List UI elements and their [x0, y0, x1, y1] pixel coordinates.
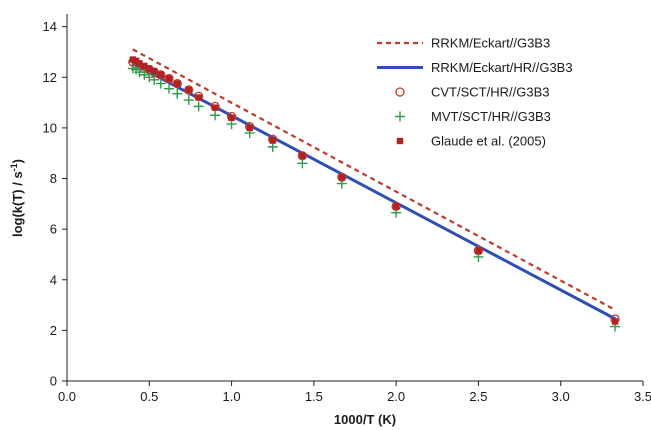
legend-label: RRKM/Eckart/HR//G3B3 [431, 60, 573, 75]
data-point [186, 87, 192, 93]
legend: RRKM/Eckart//G3B3 RRKM/Eckart/HR//G3B3 CVT… [377, 36, 573, 149]
data-point [299, 153, 305, 159]
legend-swatch [396, 88, 404, 96]
y-tick-label: 0 [50, 374, 57, 389]
series-1 [133, 63, 616, 319]
data-point [612, 318, 618, 324]
data-point [475, 247, 481, 253]
data-point [393, 203, 399, 209]
data-point [210, 110, 220, 120]
y-tick-label: 4 [50, 272, 57, 287]
y-tick-label: 10 [43, 120, 57, 135]
y-tick-label: 14 [43, 19, 57, 34]
data-point [228, 115, 234, 121]
x-tick-label: 2.0 [387, 389, 405, 404]
x-axis-title: 1000/T (K) [334, 412, 396, 427]
data-point [270, 137, 276, 143]
legend-label: CVT/SCT/HR//G3B3 [431, 85, 549, 100]
data-point [158, 72, 164, 78]
data-point [166, 75, 172, 81]
y-axis-title-main: log(k(T) / s [10, 171, 25, 237]
legend-item: MVT/SCT/HR//G3B3 [395, 109, 551, 124]
data-point [246, 125, 252, 131]
legend-item: Glaude et al. (2005) [397, 134, 546, 149]
data-point [339, 174, 345, 180]
series-3 [128, 63, 620, 331]
x-tick-label: 1.0 [223, 389, 241, 404]
x-axis: 0.0 0.5 1.0 1.5 2.0 2.5 3.0 3.5 [58, 381, 651, 404]
x-tick-label: 3.0 [552, 389, 570, 404]
y-axis-title-close: ) [10, 159, 25, 163]
legend-label: RRKM/Eckart//G3B3 [431, 36, 550, 51]
legend-item: CVT/SCT/HR//G3B3 [396, 85, 549, 100]
x-tick-label: 3.5 [634, 389, 651, 404]
data-point [297, 158, 307, 168]
data-point [194, 101, 204, 111]
legend-label: MVT/SCT/HR//G3B3 [431, 109, 551, 124]
y-axis-title: log(k(T) / s-1) [9, 159, 25, 237]
y-tick-label: 6 [50, 222, 57, 237]
x-tick-label: 2.5 [469, 389, 487, 404]
y-tick-label: 8 [50, 171, 57, 186]
y-axis: 0 2 4 6 8 10 12 14 [43, 19, 67, 388]
data-point [174, 80, 180, 86]
legend-item: RRKM/Eckart/HR//G3B3 [377, 60, 573, 75]
y-tick-label: 12 [43, 70, 57, 85]
legend-swatch [397, 138, 403, 144]
data-point [212, 104, 218, 110]
legend-swatch [395, 112, 405, 122]
y-axis-title-exponent: -1 [9, 163, 19, 171]
y-tick-label: 2 [50, 323, 57, 338]
legend-item: RRKM/Eckart//G3B3 [377, 36, 550, 51]
data-point [151, 68, 157, 74]
series-line [133, 63, 616, 319]
legend-label: Glaude et al. (2005) [431, 134, 546, 149]
x-tick-label: 0.0 [58, 389, 76, 404]
data-point [195, 94, 201, 100]
x-tick-label: 1.5 [305, 389, 323, 404]
x-tick-label: 0.5 [140, 389, 158, 404]
